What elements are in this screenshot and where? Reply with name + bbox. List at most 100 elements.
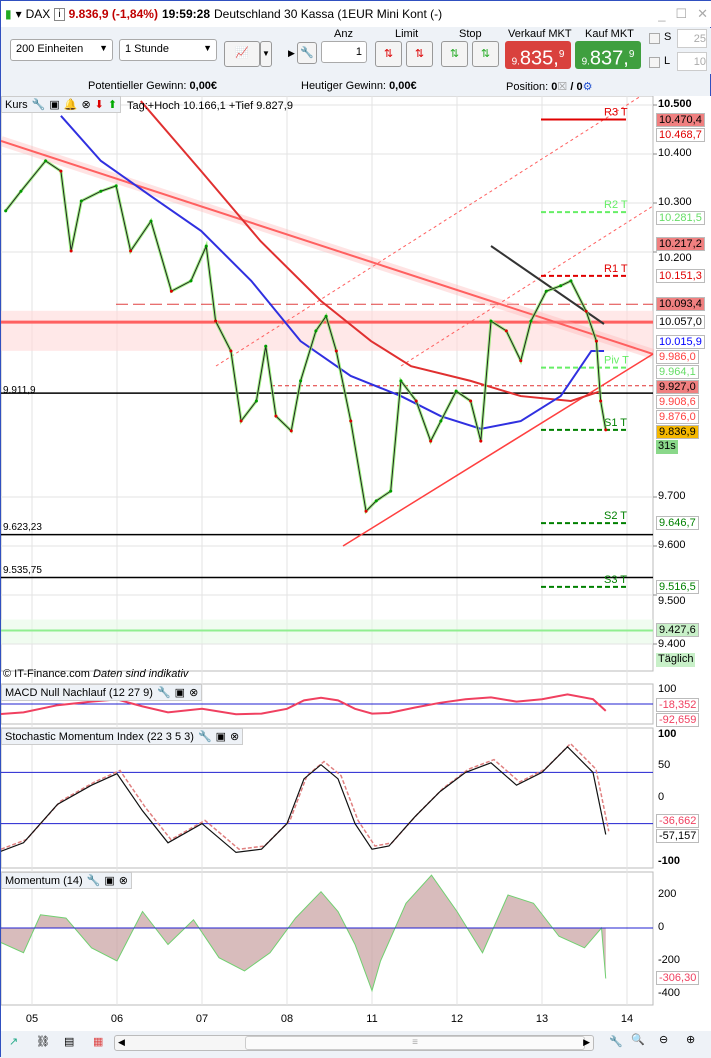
- pivot-label: Piv T: [604, 355, 629, 367]
- price-axis-label: 9.986,0: [656, 350, 699, 365]
- credit-text: © IT-Finance.com: [3, 668, 90, 680]
- sell-market-button[interactable]: 9.835,9: [505, 41, 571, 70]
- buy-price: 837,: [589, 47, 629, 70]
- scroll-thumb[interactable]: ≡: [245, 1036, 585, 1050]
- price-point: [454, 389, 458, 393]
- zoom-out-icon[interactable]: ⊖: [659, 1034, 669, 1046]
- close-icon[interactable]: ✕: [697, 6, 708, 21]
- zoom-in-icon[interactable]: ⊕: [686, 1034, 696, 1046]
- window-icon[interactable]: ▣: [104, 875, 115, 887]
- wrench-icon[interactable]: 🔧: [31, 99, 46, 111]
- buy-arrow-icon[interactable]: ⬆: [107, 99, 118, 111]
- symbol: DAX: [25, 7, 51, 21]
- price-axis-label: 10.217,2: [656, 236, 705, 251]
- indicators-button[interactable]: 📈: [224, 41, 260, 67]
- stochastic-tick-label: -100: [658, 855, 681, 867]
- stop-buy-button[interactable]: ⇅: [441, 41, 468, 67]
- stochastic-signal-line: [1, 742, 610, 850]
- maximize-icon[interactable]: ☐: [675, 6, 688, 21]
- price-line: [5, 160, 607, 513]
- price-axis-label: 10.057,0: [656, 315, 705, 330]
- chart-svg: 05 06 07 08 11 12 13 14 R3 T R2 T R1 T Piv T S1 T S2 …: [1, 96, 657, 1025]
- limit-sell-button[interactable]: ⇅: [375, 41, 402, 67]
- uptrend-line: [342, 353, 654, 547]
- quantity-input[interactable]: [321, 41, 367, 63]
- orderbook-icon[interactable]: ▦: [93, 1036, 104, 1048]
- bell-icon[interactable]: 🔔: [63, 99, 78, 111]
- stochastic-signal-value: -36,662: [656, 814, 700, 829]
- momentum-label: Momentum (14): [5, 874, 83, 887]
- sell-label: Verkauf MKT: [508, 28, 572, 40]
- stop-loss-input[interactable]: [677, 29, 707, 48]
- limit-label: Limit: [395, 28, 419, 40]
- price-axis-label: 9.927,0: [656, 380, 699, 395]
- price-point: [4, 209, 8, 213]
- window-icon[interactable]: ▣: [49, 99, 60, 111]
- close-circle-icon[interactable]: ⊗: [189, 687, 199, 699]
- info-icon[interactable]: i: [54, 7, 65, 21]
- expand-arrow-icon[interactable]: ▶: [288, 48, 295, 58]
- buy-prefix: 9.: [581, 56, 590, 68]
- units-dropdown[interactable]: 200 Einheiten ▼: [10, 39, 113, 61]
- indicator-chart-icon: 📈: [235, 47, 249, 59]
- autoscale-icon[interactable]: 🔍: [631, 1034, 645, 1046]
- price-point: [324, 314, 328, 318]
- credit: © IT-Finance.com Daten sind indikativ: [3, 668, 188, 680]
- scroll-right-icon[interactable]: ▶: [583, 1037, 590, 1047]
- window-icon[interactable]: ▣: [174, 687, 186, 699]
- link-icon[interactable]: ⛓: [36, 1036, 50, 1048]
- candlestick-icon: ▮: [5, 7, 12, 21]
- close-circle-icon[interactable]: ⊗: [118, 875, 128, 887]
- today-gain-value: 0,00€: [389, 80, 417, 92]
- stop-loss-checkbox[interactable]: [649, 33, 660, 44]
- price-point: [569, 279, 573, 283]
- price-point: [599, 399, 603, 403]
- buy-market-button[interactable]: 9.837,9: [575, 41, 641, 70]
- close-circle-icon[interactable]: ⊗: [81, 99, 91, 111]
- sell-arrow-icon[interactable]: ⬇: [94, 99, 104, 111]
- price-point: [594, 339, 598, 343]
- price-axis-label: 10.470,4: [656, 113, 705, 127]
- settings-button[interactable]: 🔧: [297, 42, 317, 64]
- momentum-tick-label: -200: [658, 954, 681, 966]
- symbol-dropdown-icon[interactable]: ▾: [15, 7, 22, 21]
- window-icon[interactable]: ▣: [215, 731, 227, 743]
- channel-line-mid: [400, 205, 654, 367]
- gear-icon[interactable]: ⚙: [582, 81, 593, 93]
- interval-dropdown[interactable]: 1 Stunde ▼: [119, 39, 217, 61]
- l-label: L: [664, 55, 671, 67]
- kurs-label: Kurs: [5, 98, 28, 111]
- price-axis-label: 10.281,5: [656, 211, 705, 225]
- day-high-low: Tag:+Hoch 10.166,1 +Tief 9.827,9: [127, 100, 293, 112]
- momentum-value: -306,30: [656, 971, 700, 986]
- minimize-icon[interactable]: _: [658, 6, 666, 22]
- horizontal-scrollbar[interactable]: ◀ ≡ ▶: [114, 1035, 594, 1051]
- chart-settings-icon[interactable]: 🔧: [609, 1036, 623, 1048]
- wrench-icon[interactable]: 🔧: [86, 875, 101, 887]
- close-position-icon[interactable]: ☒: [557, 81, 568, 93]
- indicators-menu-button[interactable]: ▼: [260, 41, 272, 67]
- price-point: [559, 284, 563, 288]
- limit-modify-button[interactable]: ⇅: [406, 41, 433, 67]
- wrench-icon[interactable]: 🔧: [156, 687, 171, 699]
- close-circle-icon[interactable]: ⊗: [230, 731, 240, 743]
- price-panel: [1, 96, 654, 672]
- sell-prefix: 9.: [511, 56, 520, 68]
- price-point: [604, 428, 608, 432]
- pivot-label: R3 T: [604, 107, 628, 119]
- limit-checkbox[interactable]: [649, 57, 660, 68]
- order-list-icon[interactable]: ▤: [64, 1036, 75, 1048]
- price-point: [254, 399, 258, 403]
- export-icon[interactable]: ↗: [9, 1036, 19, 1048]
- price-point: [44, 159, 48, 163]
- scroll-left-icon[interactable]: ◀: [118, 1037, 125, 1047]
- limit-input[interactable]: [677, 52, 707, 71]
- chart-area[interactable]: 05 06 07 08 11 12 13 14 R3 T R2 T R1 T Piv T S1 T S2 …: [1, 96, 711, 1031]
- x-tick-label: 11: [366, 1013, 377, 1025]
- x-tick-label: 08: [281, 1013, 293, 1025]
- wrench-icon[interactable]: 🔧: [197, 731, 212, 743]
- position-label: Position:: [506, 81, 549, 93]
- stop-modify-button[interactable]: ⇅: [472, 41, 499, 67]
- stochastic-panel: [1, 727, 654, 869]
- x-tick-label: 05: [26, 1013, 38, 1025]
